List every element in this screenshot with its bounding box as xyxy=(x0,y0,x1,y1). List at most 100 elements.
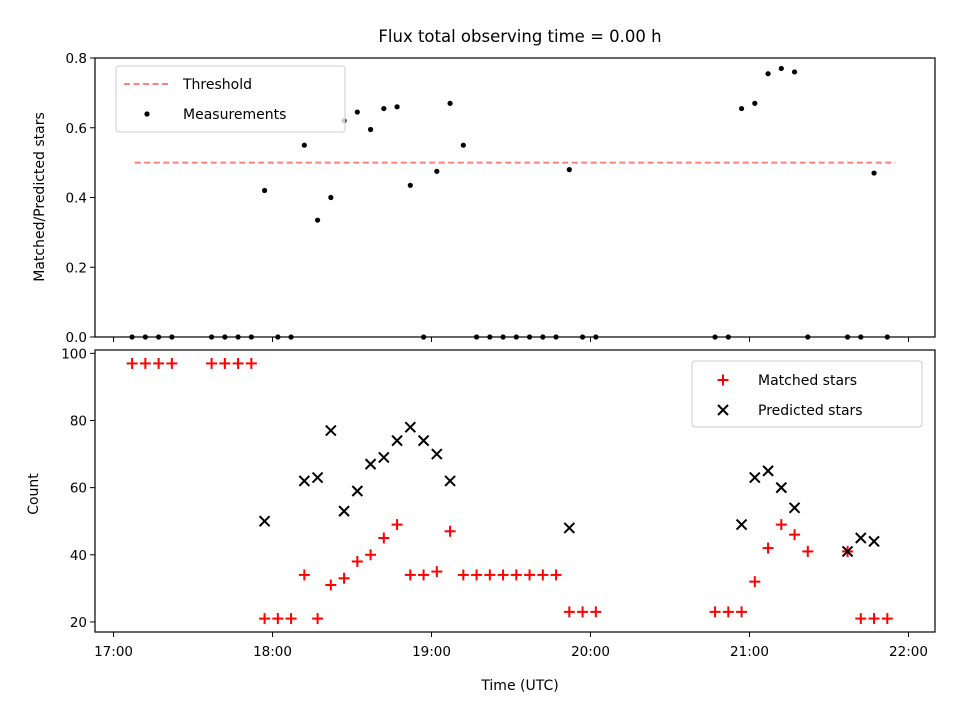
matched-point xyxy=(325,579,337,591)
predicted-point xyxy=(364,458,377,470)
predicted-point xyxy=(378,451,390,464)
predicted-point xyxy=(298,475,311,487)
predicted-point xyxy=(351,485,364,497)
matched-point xyxy=(259,613,271,625)
matched-point xyxy=(789,529,801,541)
bottom-plot-frame xyxy=(94,349,936,633)
measurement-point xyxy=(738,105,745,112)
measurement-point xyxy=(566,167,572,173)
matched-point xyxy=(391,519,403,531)
measurement-point xyxy=(526,334,533,340)
measurement-point xyxy=(712,334,718,340)
legend-matched-marker xyxy=(717,374,729,386)
predicted-point xyxy=(841,545,854,558)
measurement-point xyxy=(208,334,215,340)
matched-point xyxy=(775,519,787,531)
matched-point xyxy=(736,606,748,618)
x-tick-label: 21:00 xyxy=(730,644,769,660)
measurement-point xyxy=(473,334,480,340)
measurement-point xyxy=(394,104,400,110)
predicted-point xyxy=(431,448,443,460)
measurement-point xyxy=(593,334,599,340)
measurement-point xyxy=(155,334,162,340)
matched-point xyxy=(802,545,814,557)
matched-point xyxy=(312,613,324,625)
measurement-point xyxy=(579,334,586,340)
predicted-point xyxy=(444,475,456,487)
measurement-point xyxy=(434,168,440,174)
matched-point xyxy=(881,613,893,625)
matched-point xyxy=(245,357,257,369)
measurement-point xyxy=(778,65,784,72)
matched-point xyxy=(709,606,721,618)
measurement-point xyxy=(169,334,175,340)
x-tick-label: 19:00 xyxy=(412,644,451,660)
bottom-y-tick-label: 80 xyxy=(70,414,87,430)
matched-point xyxy=(855,613,867,625)
legend-threshold-label: Threshold xyxy=(182,77,252,93)
predicted-point xyxy=(258,515,271,527)
measurement-point xyxy=(805,334,811,340)
predicted-series xyxy=(258,421,880,558)
predicted-point xyxy=(563,522,576,534)
measurement-point xyxy=(553,334,559,340)
predicted-point xyxy=(749,471,761,484)
measurements-series xyxy=(129,65,890,340)
top-y-tick-label: 0.4 xyxy=(66,191,87,207)
matched-point xyxy=(232,357,244,369)
matched-point xyxy=(153,357,165,369)
predicted-point xyxy=(868,535,880,548)
measurement-point xyxy=(129,334,135,340)
matched-point xyxy=(418,569,430,581)
measurement-point xyxy=(235,334,241,340)
matched-point xyxy=(497,569,509,581)
predicted-point xyxy=(391,434,403,447)
matched-point xyxy=(471,569,483,581)
chart-title: Flux total observing time = 0.00 h xyxy=(378,27,661,46)
top-y-tick-label: 0.6 xyxy=(66,121,87,137)
predicted-point xyxy=(417,434,430,447)
matched-point xyxy=(378,532,390,544)
measurement-point xyxy=(765,71,771,77)
matched-point xyxy=(577,606,589,618)
predicted-point xyxy=(855,532,867,544)
bottom-y-tick-label: 100 xyxy=(61,346,87,362)
bottom-y-axis-label: Count xyxy=(26,473,42,515)
matched-point xyxy=(762,542,774,554)
matched-point xyxy=(868,613,880,625)
matched-point xyxy=(510,569,522,581)
top-y-tick-label: 0.8 xyxy=(66,51,87,67)
predicted-marker xyxy=(717,404,729,416)
measurement-point xyxy=(447,100,453,106)
x-tick-label: 17:00 xyxy=(94,644,133,660)
predicted-point xyxy=(775,481,788,494)
predicted-point xyxy=(762,465,774,477)
matched-point xyxy=(590,606,602,618)
bottom-y-tick-label: 20 xyxy=(70,615,87,631)
measurement-point xyxy=(844,334,851,340)
measurement-point xyxy=(248,334,254,340)
measurement-point xyxy=(367,126,374,133)
bottom-legend: Matched stars Predicted stars xyxy=(691,360,923,428)
top-legend-box xyxy=(115,65,346,133)
matched-point xyxy=(484,569,496,581)
top-y-tick-label: 0.0 xyxy=(66,330,87,346)
matched-point xyxy=(550,569,562,581)
measurement-point xyxy=(752,100,758,106)
matched-point xyxy=(285,613,297,625)
matched-point xyxy=(126,357,138,369)
top-legend: Threshold Measurements xyxy=(115,65,346,133)
matched-point xyxy=(457,569,469,581)
bottom-plot: 20 40 60 80 100 17:00 18:00 19:00 20:00 21:00 22:… xyxy=(26,346,936,694)
top-x-axis-ticks xyxy=(113,337,910,342)
measurement-point xyxy=(261,187,268,194)
measurement-point xyxy=(858,334,864,340)
measurement-point xyxy=(301,142,307,148)
predicted-point xyxy=(311,471,324,484)
predicted-point xyxy=(325,424,337,437)
x-axis: 17:00 18:00 19:00 20:00 21:00 22:00 xyxy=(94,632,928,660)
measurement-point xyxy=(884,334,890,340)
measurement-point xyxy=(142,334,148,340)
legend-measurements-label: Measurements xyxy=(183,107,286,123)
